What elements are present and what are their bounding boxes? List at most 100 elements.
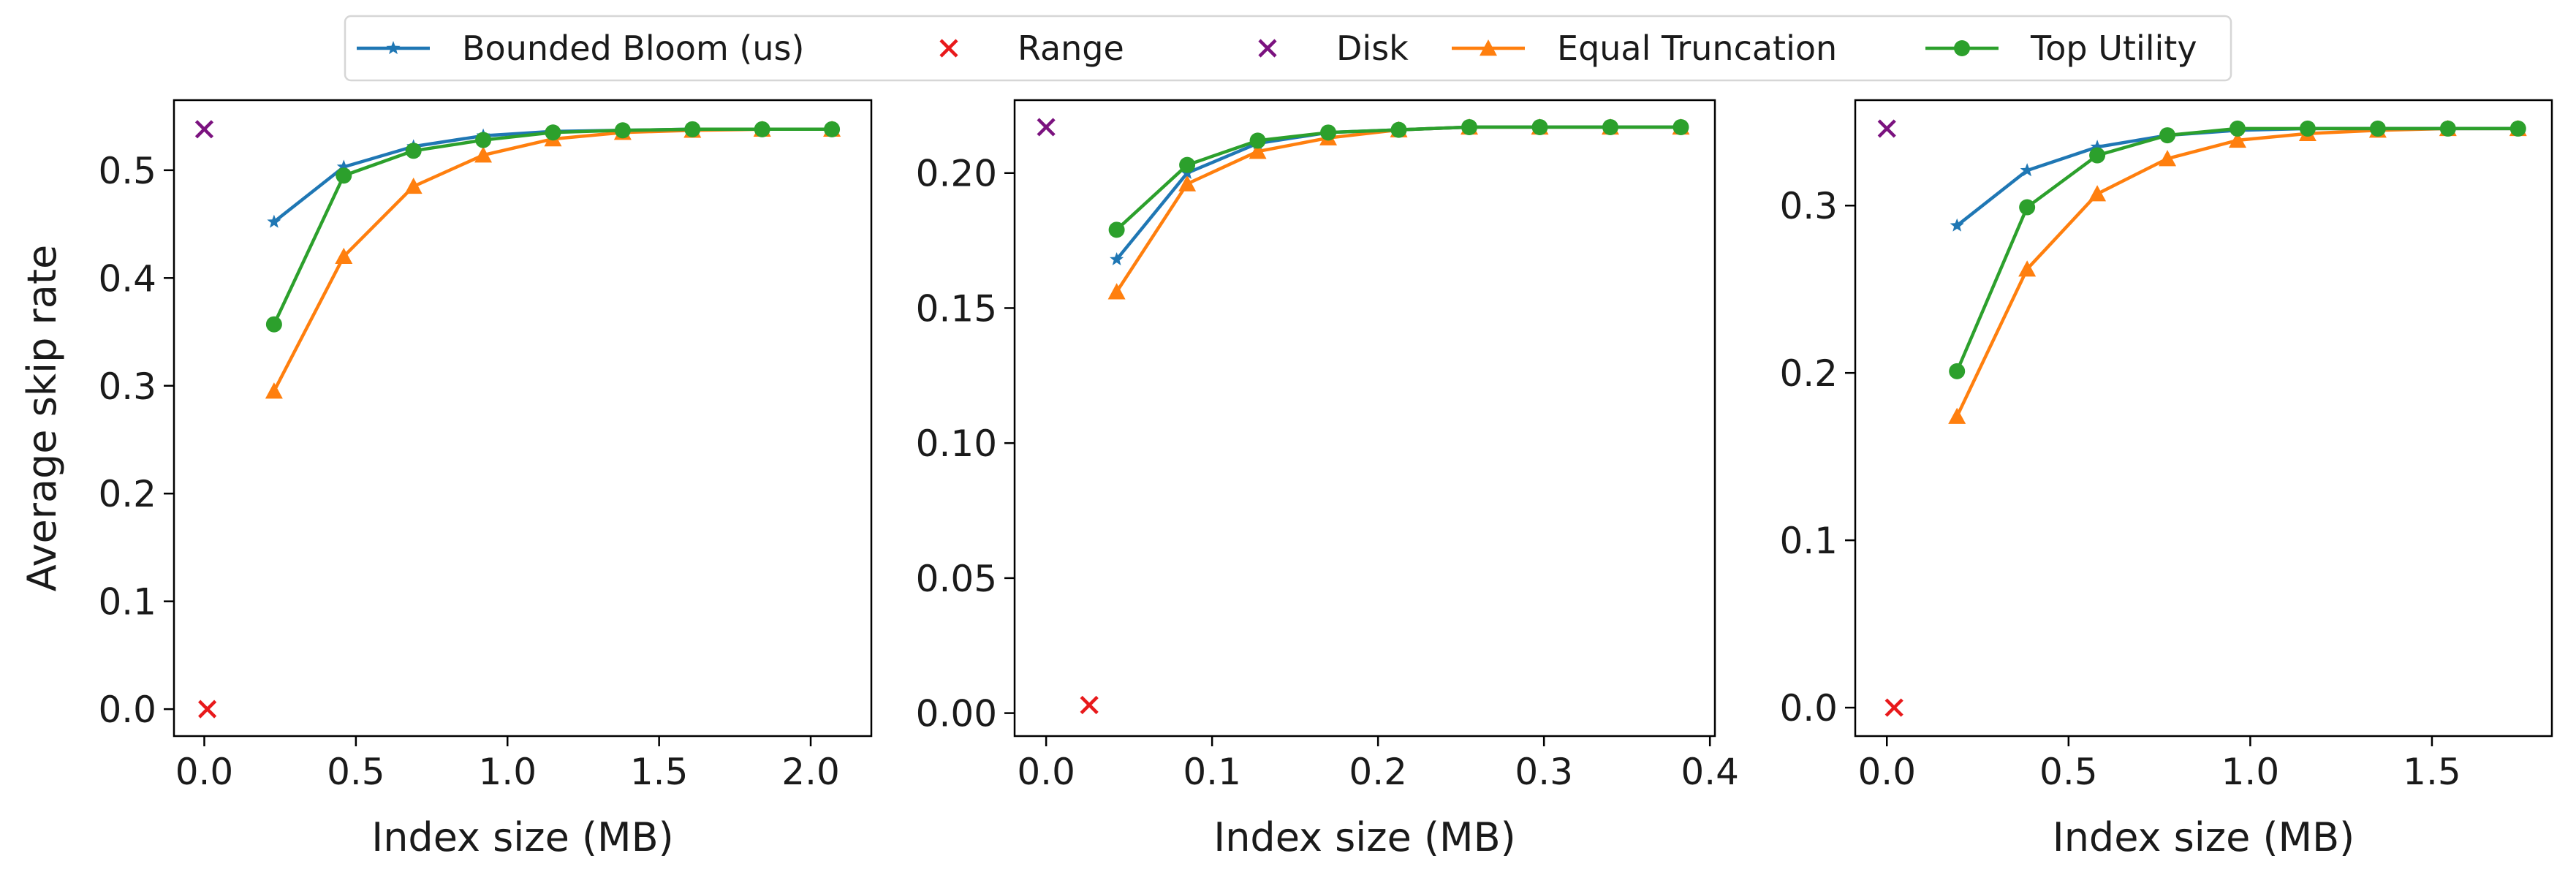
data-point xyxy=(1461,118,1478,135)
series-range xyxy=(198,700,217,719)
legend-marker xyxy=(1480,39,1497,56)
data-point xyxy=(2159,127,2176,144)
data-point xyxy=(1178,175,1197,192)
data-point xyxy=(2159,150,2177,167)
data-point xyxy=(194,120,214,139)
legend-entry: Disk xyxy=(1258,29,1409,68)
y-tick-label: 0.4 xyxy=(98,257,156,300)
data-point xyxy=(824,121,841,137)
x-tick-label: 2.0 xyxy=(781,751,840,793)
chart-panel-3: 0.0 0.5 1.0 1.5 0.0 0.1 0.2 0.3 Index size (MB) xyxy=(1779,99,2553,860)
legend-entry: Top Utility xyxy=(1925,29,2197,68)
y-tick-label: 0.2 xyxy=(1779,352,1838,395)
x-axis-label: Index size (MB) xyxy=(371,814,673,860)
x-tick-label: 1.0 xyxy=(2221,751,2280,793)
y-tick-label: 0.0 xyxy=(1779,687,1838,729)
data-point xyxy=(1110,251,1124,266)
x-tick-label: 0.1 xyxy=(1183,751,1241,793)
data-point xyxy=(265,382,283,399)
data-point xyxy=(1107,283,1126,300)
data-point xyxy=(1249,132,1266,149)
data-point xyxy=(1602,118,1618,135)
legend-marker xyxy=(386,41,401,55)
data-point xyxy=(1949,363,1966,379)
x-tick-label: 0.4 xyxy=(1681,751,1739,793)
series-top-utility xyxy=(1949,120,2526,379)
x-tick-label: 0.0 xyxy=(1857,751,1916,793)
legend: Bounded Bloom (us) Range Disk Equal Truncat… xyxy=(344,15,2232,82)
data-point xyxy=(475,132,492,148)
legend-entry: Range xyxy=(939,29,1124,68)
chart-panel-1: 0.0 0.5 1.0 1.5 2.0 0.0 0.1 0.2 0.3 0.4 0.5 Index s… xyxy=(19,99,873,860)
data-point xyxy=(2369,120,2386,137)
y-tick-label: 0.3 xyxy=(98,365,156,408)
legend-label: Equal Truncation xyxy=(1557,29,1837,68)
data-point xyxy=(474,146,493,163)
x-tick-label: 0.0 xyxy=(175,751,234,793)
x-axis-label: Index size (MB) xyxy=(1213,814,1515,860)
data-point xyxy=(1390,121,1407,138)
series-top-utility xyxy=(265,121,841,333)
y-tick-label: 0.20 xyxy=(916,153,997,195)
data-point xyxy=(2018,260,2037,277)
legend-entry: Equal Truncation xyxy=(1452,29,1837,68)
legend-frame xyxy=(344,15,2232,82)
data-point xyxy=(265,316,282,333)
y-tick-label: 0.1 xyxy=(98,581,156,624)
data-point xyxy=(405,143,422,159)
series-top-utility xyxy=(1108,118,1689,238)
y-tick-label: 0.15 xyxy=(916,287,997,330)
legend-marker xyxy=(1954,40,1970,56)
legend-label: Top Utility xyxy=(2030,29,2197,68)
y-tick-label: 0.0 xyxy=(98,689,156,731)
legend-marker xyxy=(1258,39,1277,58)
y-tick-label: 0.1 xyxy=(1779,520,1838,562)
data-point xyxy=(754,121,770,137)
legend-entry: Bounded Bloom (us) xyxy=(357,29,804,68)
y-axis-label: Average skip rate xyxy=(19,245,65,591)
data-point xyxy=(335,247,353,265)
y-tick-label: 0.3 xyxy=(1779,185,1838,227)
data-point xyxy=(1108,221,1125,238)
data-point xyxy=(2089,147,2106,164)
y-tick-label: 0.5 xyxy=(98,150,156,192)
series-disk xyxy=(194,120,214,139)
series-disk xyxy=(1037,118,1056,137)
y-tick-label: 0.10 xyxy=(916,422,997,465)
data-point xyxy=(2228,131,2246,148)
data-point xyxy=(1179,156,1196,173)
x-tick-label: 0.0 xyxy=(1017,751,1075,793)
chart-panels: 0.0 0.5 1.0 1.5 2.0 0.0 0.1 0.2 0.3 0.4 0.5 Index s… xyxy=(19,99,2553,860)
data-point xyxy=(1037,118,1056,137)
x-tick-label: 1.0 xyxy=(478,751,537,793)
data-point xyxy=(1950,218,1964,232)
y-tick-label: 0.05 xyxy=(916,558,997,600)
x-tick-label: 1.5 xyxy=(630,751,689,793)
x-tick-label: 0.2 xyxy=(1349,751,1407,793)
data-point xyxy=(198,700,217,719)
legend-label: Range xyxy=(1018,29,1124,68)
data-point xyxy=(684,121,701,137)
data-point xyxy=(2229,120,2246,137)
data-point xyxy=(2020,163,2034,177)
data-point xyxy=(2019,199,2036,216)
data-point xyxy=(2090,140,2105,154)
x-tick-label: 0.3 xyxy=(1515,751,1573,793)
data-point xyxy=(1948,407,1966,424)
plot-area xyxy=(1854,99,2553,738)
data-point xyxy=(2439,120,2456,137)
data-point xyxy=(2509,120,2526,137)
data-point xyxy=(1531,118,1548,135)
y-tick-label: 0.00 xyxy=(916,693,997,735)
x-tick-label: 0.5 xyxy=(2039,751,2098,793)
data-point xyxy=(2088,185,2107,202)
data-point xyxy=(2299,120,2316,137)
data-point xyxy=(336,167,352,184)
data-point xyxy=(1884,698,1903,717)
data-point xyxy=(1320,124,1337,141)
data-point xyxy=(1080,695,1099,715)
data-point xyxy=(336,159,351,173)
series-range xyxy=(1884,698,1903,717)
plot-area xyxy=(173,99,873,738)
